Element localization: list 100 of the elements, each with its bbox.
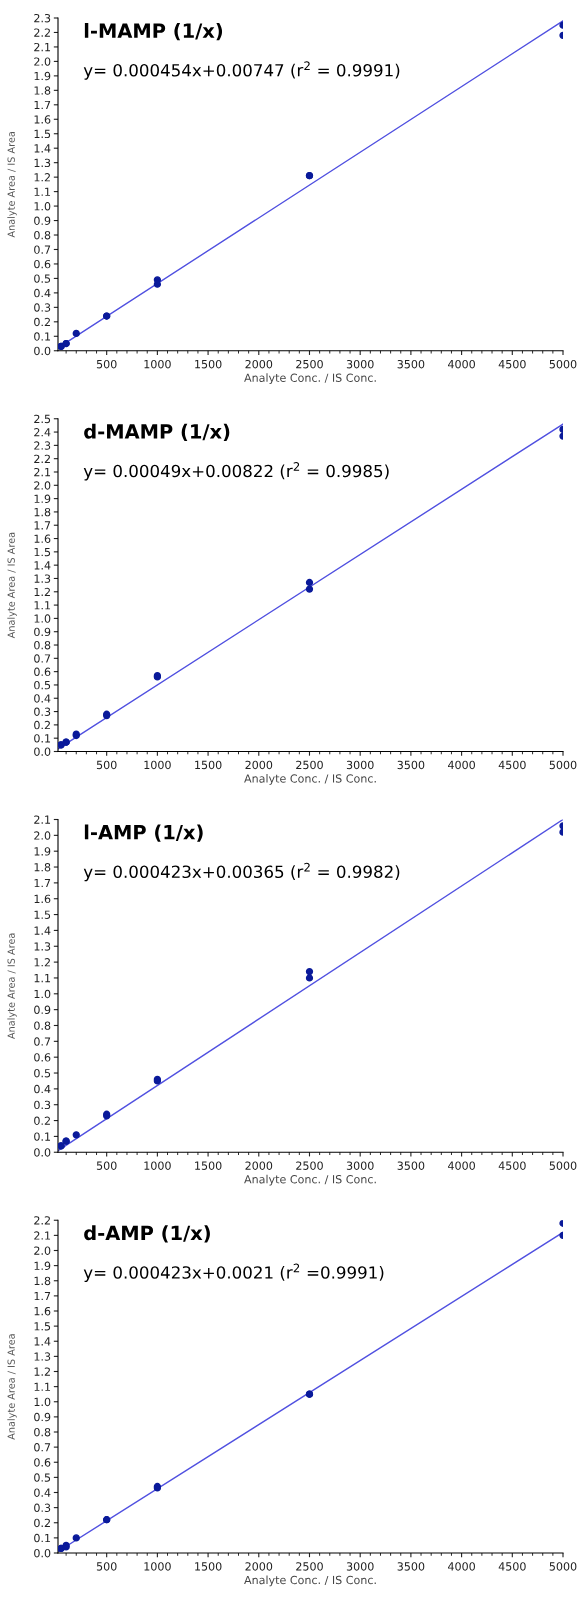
y-tick-label: 0.8 (34, 640, 51, 650)
y-tick-label: 0.9 (34, 216, 51, 225)
y-tick-label: 0.0 (34, 346, 51, 356)
x-tick-label: 5000 (549, 359, 577, 369)
y-tick-label: 1.3 (34, 942, 51, 951)
y-tick-label: 0.5 (34, 680, 51, 690)
y-tick-label: 2.3 (34, 441, 51, 450)
x-tick-label: 4500 (498, 760, 526, 770)
y-tick-label: 1.0 (34, 989, 51, 999)
annotation: y= 0.00049x+0.00822 (r$^{2}$ = 0.9985) (83, 462, 389, 481)
annotation: y= 0.000454x+0.00747 (r$^{2}$ = 0.9991) (83, 61, 400, 80)
y-tick-label: 2.2 (34, 454, 50, 463)
x-tick-label: 1000 (144, 359, 171, 369)
y-axis-title: Analyte Area / IS Area (7, 132, 17, 238)
x-tick-label: 4500 (498, 1562, 526, 1571)
y-tick-label: 2.1 (34, 467, 51, 477)
y-tick-label: 1.2 (34, 173, 50, 182)
x-tick-label: 1000 (144, 1562, 171, 1571)
x-tick-label: 1500 (195, 1562, 222, 1571)
y-tick-label: 0.2 (34, 1116, 50, 1125)
y-tick-label: 1.6 (34, 115, 51, 124)
y-tick-label: 1.7 (34, 879, 51, 888)
y-tick-label: 2.0 (34, 481, 51, 490)
chart-title: d-AMP (1/x) (84, 1225, 210, 1243)
x-tick-label: 3500 (397, 359, 425, 369)
x-tick-label: 5000 (549, 760, 577, 770)
y-tick-label: 1.5 (34, 910, 51, 919)
y-tick-label: 2.3 (34, 13, 51, 23)
annotation: y= 0.000423x+0.0021 (r$^{2}$ =0.9991) (83, 1263, 384, 1283)
chart-title: l-AMP (1/x) (84, 824, 203, 842)
x-tick-label: 3500 (397, 1562, 425, 1571)
y-tick-label: 1.9 (34, 494, 51, 503)
y-tick-label: 1.8 (34, 86, 51, 95)
y-tick-label: 2.4 (34, 428, 51, 437)
x-tick-label: 1500 (195, 359, 222, 369)
y-tick-label: 2.2 (34, 1216, 50, 1225)
x-axis-title: Analyte Conc. / IS Conc. (244, 1575, 376, 1587)
y-tick-label: 0.1 (34, 332, 51, 341)
x-tick-label: 5000 (549, 1562, 577, 1571)
x-tick-label: 3000 (346, 1562, 374, 1571)
y-tick-label: 1.8 (34, 1276, 51, 1286)
y-tick-label: 0.8 (34, 230, 51, 240)
y-tick-label: 1.2 (34, 958, 50, 967)
x-tick-label: 2500 (296, 1161, 323, 1170)
y-tick-label: 2.5 (34, 414, 51, 424)
x-tick-label: 2000 (245, 1562, 273, 1571)
x-tick-label: 3000 (346, 359, 374, 369)
y-tick-label: 0.6 (34, 259, 51, 269)
x-axis-title: Analyte Conc. / IS Conc. (244, 1174, 376, 1186)
x-tick-label: 3500 (397, 1161, 425, 1170)
y-tick-label: 1.7 (34, 1292, 51, 1301)
y-tick-label: 1.0 (34, 202, 51, 211)
y-tick-label: 1.7 (34, 100, 51, 110)
y-tick-label: 1.6 (34, 1306, 51, 1316)
x-tick-label: 5000 (549, 1161, 577, 1170)
y-tick-label: 1.9 (34, 1261, 51, 1270)
x-tick-label: 3500 (397, 760, 425, 770)
y-tick-label: 0.7 (34, 654, 51, 663)
x-tick-label: 2500 (296, 760, 323, 770)
y-tick-label: 1.6 (34, 894, 51, 904)
y-tick-label: 0.9 (34, 1412, 51, 1422)
y-tick-label: 2.1 (34, 815, 51, 824)
y-tick-label: 1.5 (34, 1322, 51, 1331)
x-tick-label: 500 (96, 359, 117, 369)
y-tick-label: 0.1 (34, 1533, 51, 1543)
y-tick-label: 1.1 (34, 1382, 51, 1391)
y-axis-title: Analyte Area / IS Area (7, 933, 17, 1040)
x-tick-label: 4000 (448, 760, 475, 770)
x-tick-label: 2000 (245, 359, 273, 369)
y-axis-title: Analyte Area / IS Area (7, 1334, 17, 1440)
y-tick-label: 1.3 (34, 1352, 51, 1361)
x-tick-label: 2000 (245, 1161, 273, 1170)
y-tick-label: 1.8 (34, 507, 51, 517)
x-tick-label: 2500 (296, 1562, 323, 1571)
y-tick-label: 1.5 (34, 129, 51, 139)
x-tick-label: 1000 (144, 1161, 171, 1170)
y-tick-label: 0.4 (34, 1488, 51, 1497)
y-tick-label: 1.0 (34, 1397, 51, 1407)
x-tick-label: 500 (96, 760, 117, 770)
y-tick-label: 2.1 (34, 42, 51, 52)
x-axis-title: Analyte Conc. / IS Conc. (244, 774, 376, 785)
y-tick-label: 0.9 (34, 1005, 51, 1015)
y-tick-label: 2.0 (34, 831, 51, 840)
y-tick-label: 0.6 (34, 1053, 51, 1062)
y-tick-label: 0.4 (34, 694, 51, 703)
y-tick-label: 0.1 (34, 734, 51, 743)
y-tick-label: 0.4 (34, 1084, 51, 1094)
y-tick-label: 0.0 (34, 747, 51, 756)
y-tick-label: 1.5 (34, 547, 51, 557)
y-tick-label: 0.7 (34, 1443, 51, 1452)
y-axis-title: Analyte Area / IS Area (7, 532, 17, 639)
x-tick-label: 4500 (498, 359, 526, 369)
y-tick-label: 0.8 (34, 1021, 51, 1030)
y-tick-label: 1.9 (34, 71, 51, 81)
annotation: y= 0.000423x+0.00365 (r$^{2}$ = 0.9982) (83, 862, 400, 882)
y-tick-label: 1.1 (34, 601, 51, 610)
y-tick-label: 0.1 (34, 1132, 51, 1141)
y-tick-label: 0.9 (34, 627, 51, 637)
y-tick-label: 1.7 (34, 521, 51, 530)
x-tick-label: 500 (96, 1161, 117, 1170)
